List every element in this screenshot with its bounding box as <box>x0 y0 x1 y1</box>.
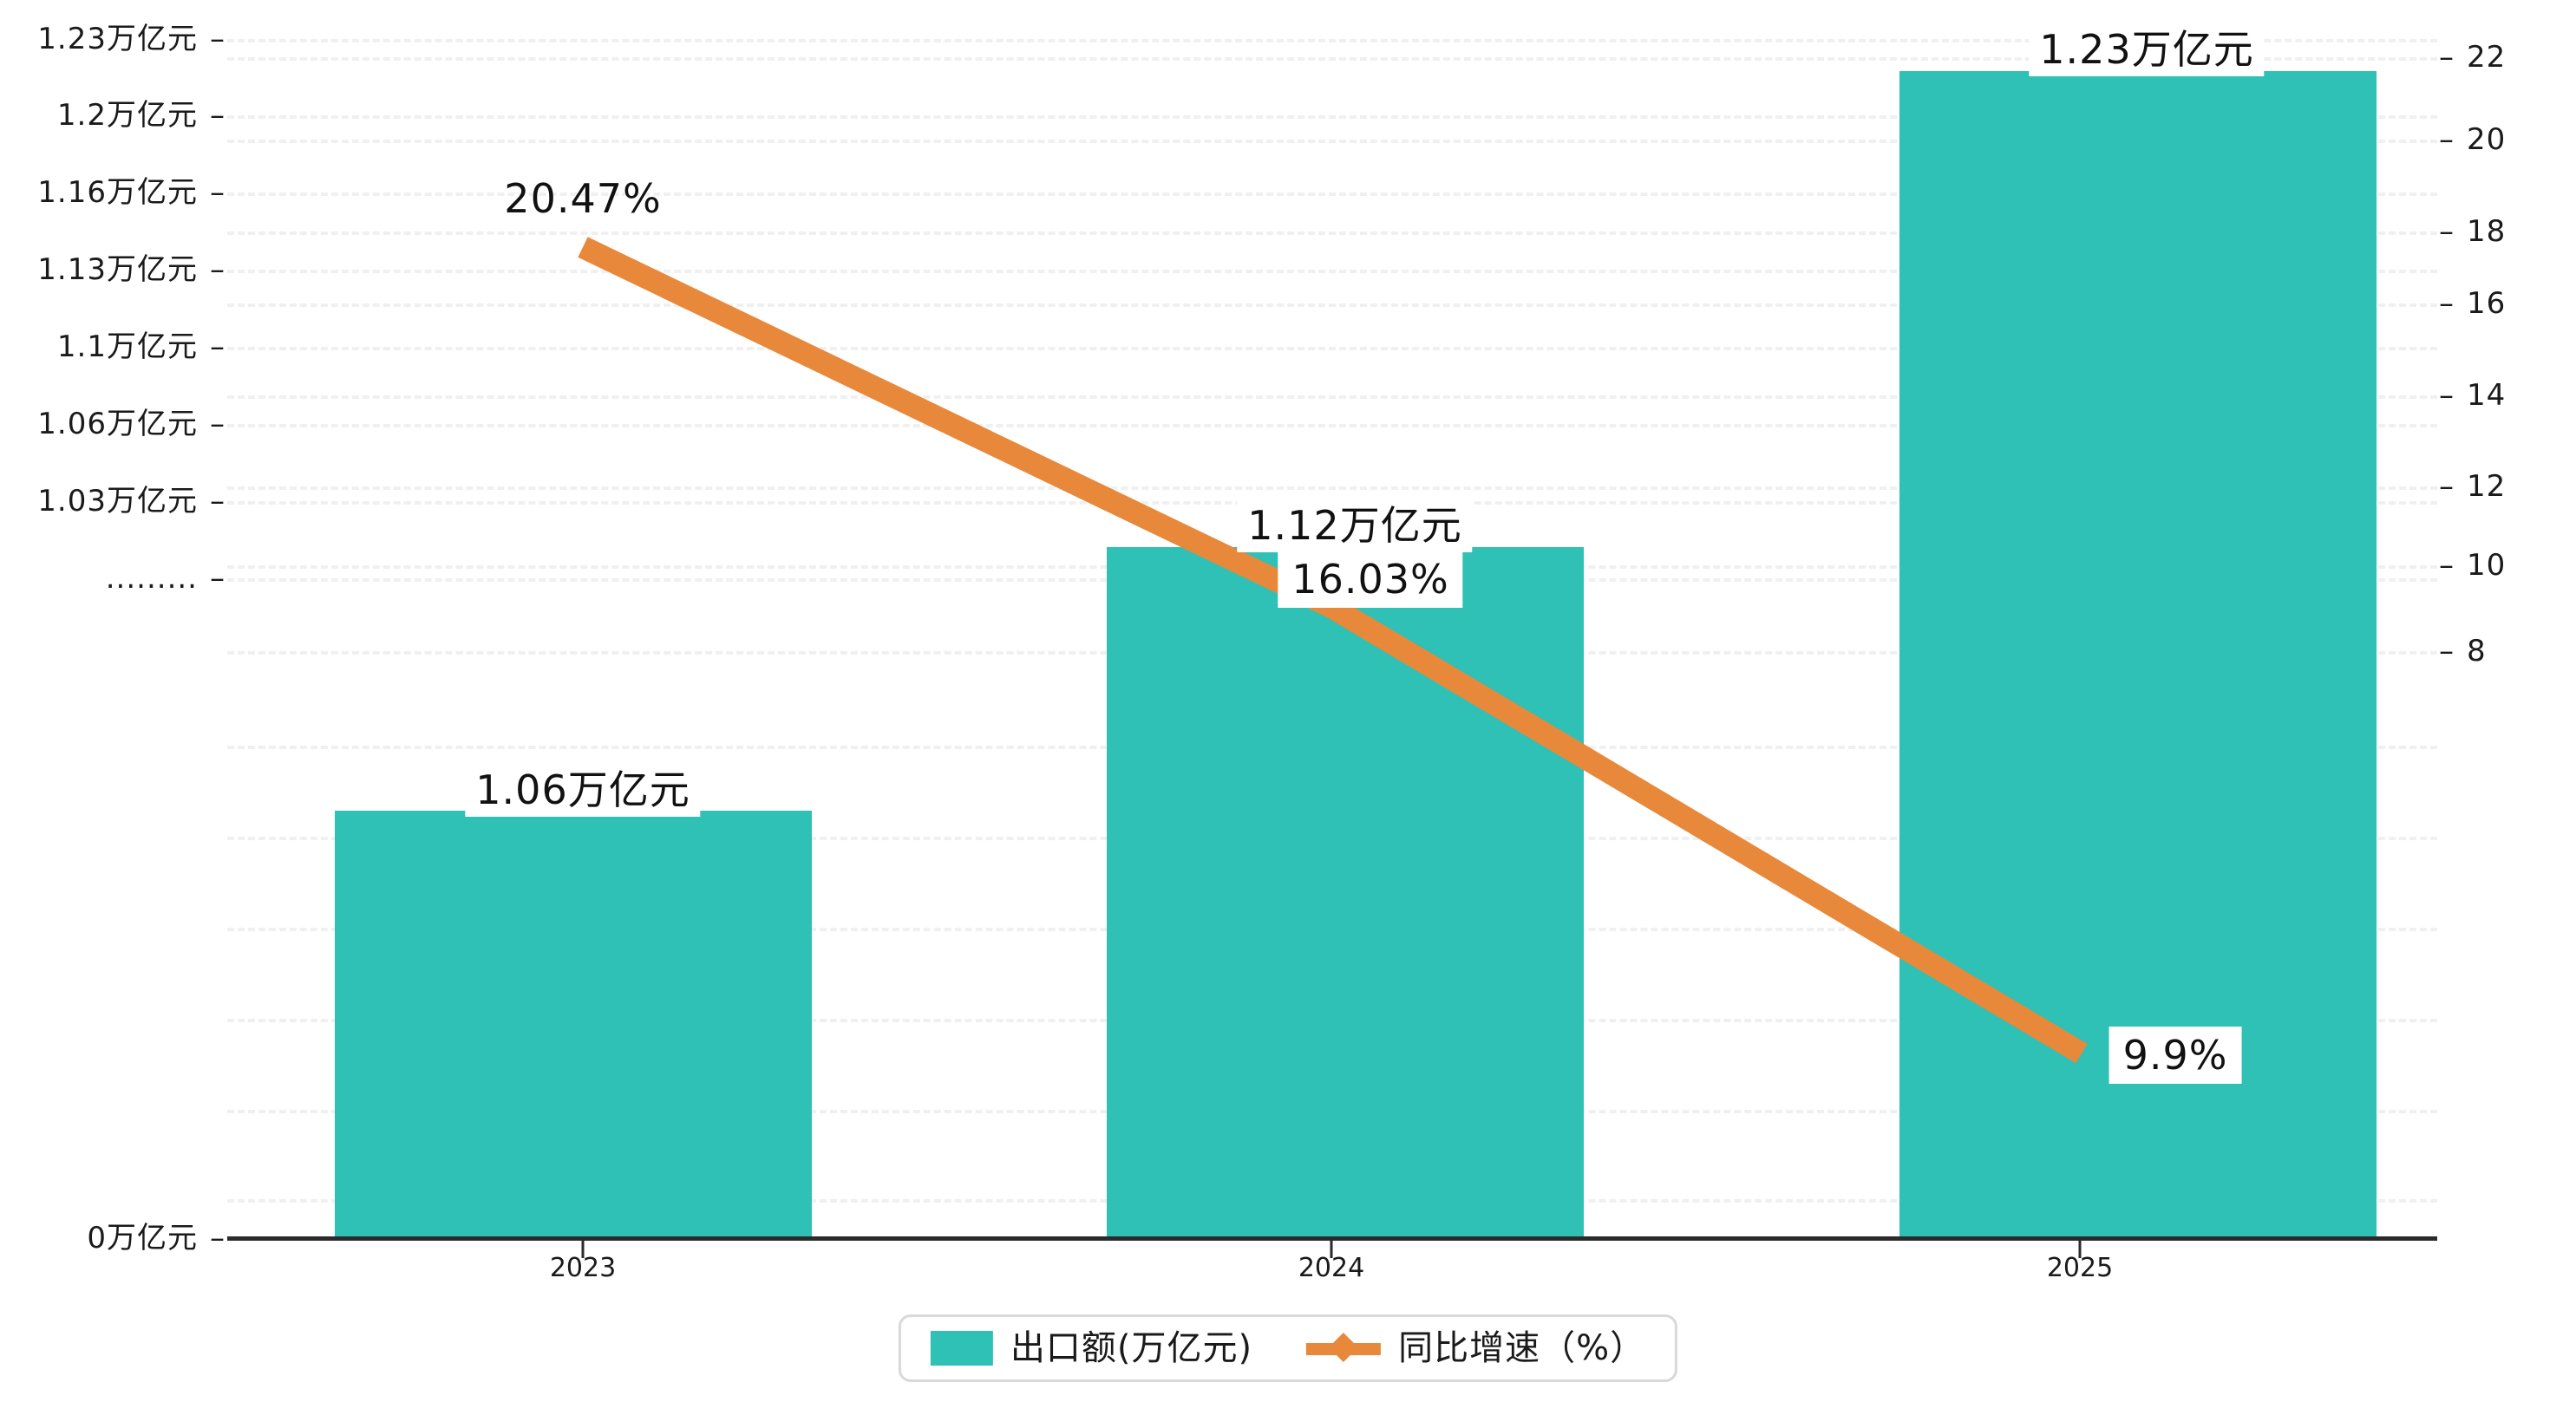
right-tick-text: 8 <box>2467 634 2487 668</box>
tick-dash-icon: – <box>210 22 226 56</box>
right-tick-text: 18 <box>2467 214 2507 249</box>
tick-dash-icon: – <box>2439 469 2455 504</box>
right-axis-tick: –10 <box>2439 551 2506 580</box>
left-tick-text: 1.03万亿元 <box>37 484 198 518</box>
bar-swatch-icon <box>930 1331 993 1366</box>
right-tick-text: 10 <box>2467 548 2507 583</box>
right-axis-tick: –18 <box>2439 217 2506 246</box>
tick-dash-icon: – <box>2439 40 2455 75</box>
left-axis-tick: 1.16万亿元 – <box>37 178 226 207</box>
legend-item-growth-rate[interactable]: 同比增速（%） <box>1306 1329 1645 1367</box>
line-diamond-swatch-icon <box>1306 1333 1382 1363</box>
line-label-2024: 16.03% <box>1278 551 1463 608</box>
left-axis-tick: 1.23万亿元 – <box>37 24 226 54</box>
x-axis-line <box>227 1236 2437 1241</box>
left-tick-text: ......... <box>105 561 198 596</box>
grid-line <box>227 192 2437 196</box>
x-axis-tick-2023: 2023 <box>549 1253 617 1283</box>
right-tick-text: 22 <box>2467 40 2507 75</box>
grid-line <box>227 115 2437 119</box>
left-axis-tick: 0万亿元 – <box>87 1223 226 1253</box>
tick-dash-icon: – <box>210 407 226 441</box>
grid-line <box>227 140 2437 143</box>
right-tick-text: 16 <box>2467 286 2507 321</box>
bar-label-2024: 1.12万亿元 <box>1237 499 1473 552</box>
left-axis-tick: ......... – <box>106 564 226 593</box>
grid-line <box>227 39 2437 42</box>
tick-dash-icon: – <box>210 98 226 133</box>
grid-line <box>227 57 2437 61</box>
right-axis-tick: –12 <box>2439 472 2506 501</box>
tick-dash-icon: – <box>210 1221 226 1255</box>
right-tick-text: 20 <box>2467 122 2507 157</box>
x-tick-mark <box>1330 1241 1333 1258</box>
bar-2023[interactable] <box>335 811 812 1238</box>
tick-dash-icon: – <box>210 329 226 364</box>
left-tick-text: 1.13万亿元 <box>37 252 198 287</box>
left-axis-tick: 1.2万亿元 – <box>57 101 226 130</box>
left-axis-tick: 1.03万亿元 – <box>37 486 226 516</box>
left-tick-text: 1.23万亿元 <box>37 22 198 56</box>
tick-dash-icon: – <box>2439 378 2455 413</box>
x-axis-tick-2025: 2025 <box>2046 1253 2114 1283</box>
left-tick-text: 1.16万亿元 <box>37 175 198 210</box>
tick-dash-icon: – <box>2439 122 2455 157</box>
tick-dash-icon: – <box>2439 214 2455 249</box>
right-axis-tick: –14 <box>2439 381 2506 410</box>
right-axis-tick: –22 <box>2439 42 2506 72</box>
left-axis-tick: 1.13万亿元 – <box>37 255 226 284</box>
right-axis-tick: –16 <box>2439 289 2506 318</box>
bar-label-2025: 1.23万亿元 <box>2029 23 2265 76</box>
tick-dash-icon: – <box>210 252 226 287</box>
legend-label-export-value: 出口额(万亿元) <box>1010 1328 1253 1368</box>
x-tick-mark <box>581 1241 585 1258</box>
x-axis-tick-2024: 2024 <box>1298 1253 1365 1283</box>
line-label-2023: 20.47% <box>504 175 662 222</box>
right-axis-tick: –20 <box>2439 125 2506 154</box>
chart-legend[interactable]: 出口额(万亿元) 同比增速（%） <box>898 1314 1678 1382</box>
left-axis-tick: 1.1万亿元 – <box>57 332 226 362</box>
tick-dash-icon: – <box>210 484 226 518</box>
left-tick-text: 1.1万亿元 <box>56 329 198 364</box>
legend-item-export-value[interactable]: 出口额(万亿元) <box>930 1328 1253 1368</box>
left-tick-text: 1.2万亿元 <box>56 98 198 133</box>
grid-line <box>227 231 2437 235</box>
tick-dash-icon: – <box>210 175 226 210</box>
bar-label-2023: 1.06万亿元 <box>465 763 701 817</box>
left-axis-tick: 1.06万亿元 – <box>37 409 226 439</box>
right-tick-text: 14 <box>2467 378 2507 413</box>
left-tick-text: 0万亿元 <box>87 1221 198 1255</box>
tick-dash-icon: – <box>2439 548 2455 583</box>
x-tick-mark <box>2078 1241 2082 1258</box>
right-axis-tick: –8 <box>2439 636 2487 666</box>
tick-dash-icon: – <box>210 561 226 596</box>
tick-dash-icon: – <box>2439 286 2455 321</box>
line-label-2025: 9.9% <box>2109 1027 2242 1084</box>
right-tick-text: 12 <box>2467 469 2507 504</box>
legend-label-growth-rate: 同比增速（%） <box>1398 1328 1646 1368</box>
left-tick-text: 1.06万亿元 <box>37 407 198 441</box>
tick-dash-icon: – <box>2439 634 2455 668</box>
bar-2024[interactable] <box>1107 547 1584 1238</box>
